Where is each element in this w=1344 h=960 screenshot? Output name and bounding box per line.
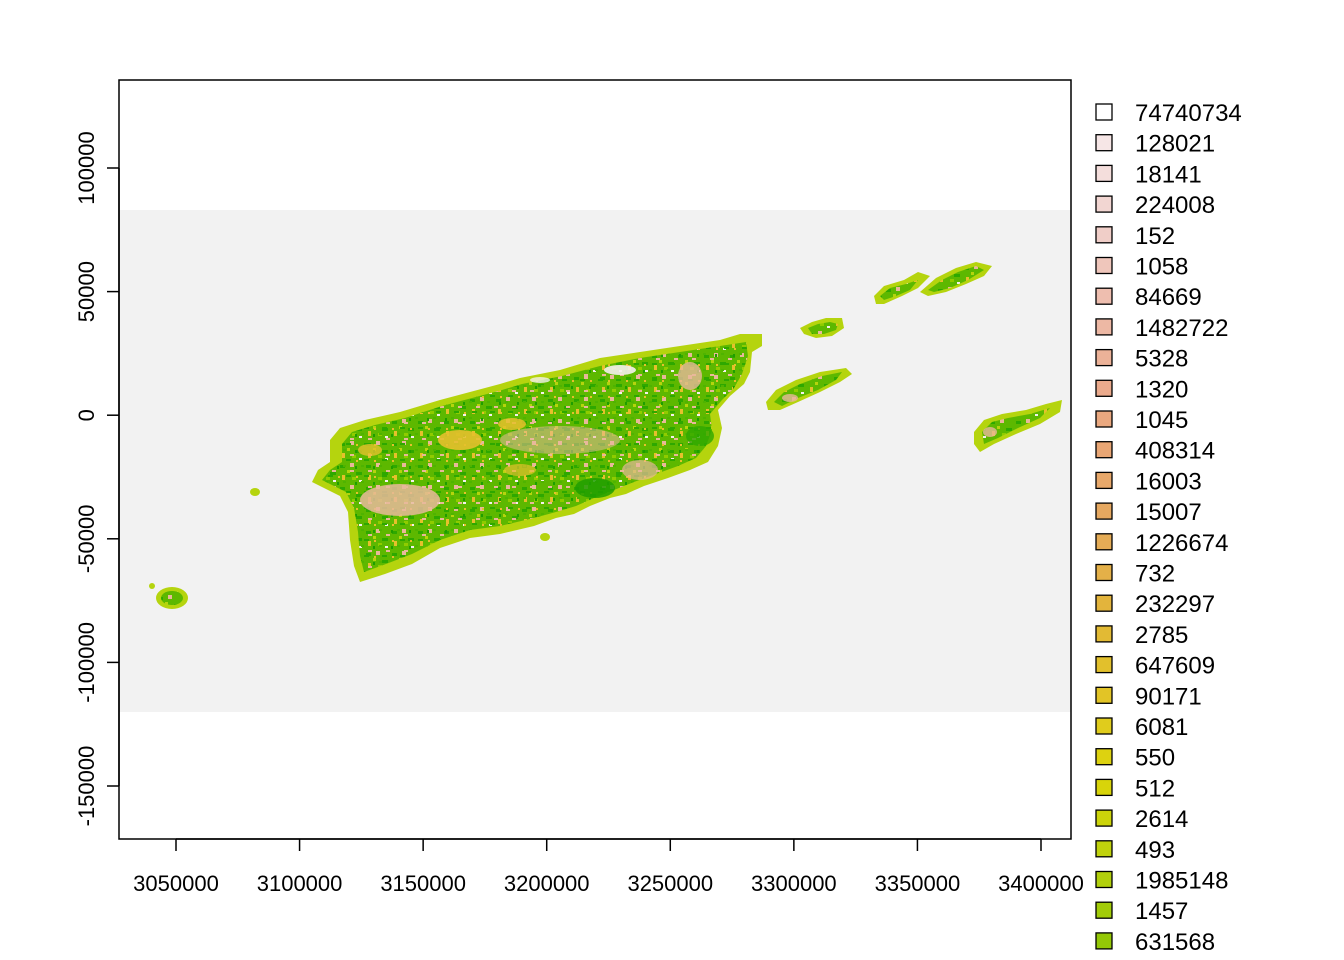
- legend-label: 232297: [1135, 591, 1215, 618]
- legend-label: 1320: [1135, 376, 1188, 403]
- legend-label: 647609: [1135, 653, 1215, 680]
- legend-swatch: [1095, 901, 1113, 919]
- x-tick-label: 3350000: [875, 871, 961, 896]
- x-tick-label: 3400000: [998, 871, 1084, 896]
- legend-label: 1457: [1135, 898, 1188, 925]
- vieques-island: [766, 368, 852, 410]
- legend-label: 1226674: [1135, 530, 1228, 557]
- legend-swatch: [1095, 164, 1113, 183]
- legend-swatch: [1095, 625, 1113, 643]
- x-axis: 3050000 3100000 3150000 3200000 3250000 33000…: [133, 838, 1084, 896]
- legend-label: 512: [1135, 775, 1175, 802]
- desecheo-island: [250, 488, 260, 496]
- legend-label: 550: [1135, 745, 1175, 772]
- legend-label: 1985148: [1135, 868, 1228, 895]
- legend-swatch: [1095, 932, 1113, 950]
- st-croix-island: [974, 400, 1062, 452]
- legend-swatch: [1095, 870, 1113, 889]
- st-john-island: [920, 262, 992, 296]
- y-tick-label: -100000: [74, 622, 99, 703]
- legend-swatch: [1095, 471, 1113, 490]
- st-thomas-island: [874, 272, 930, 304]
- legend-label: 408314: [1135, 438, 1215, 465]
- legend-label: 84669: [1135, 284, 1202, 311]
- legend-swatch: [1095, 379, 1113, 397]
- legend-label: 6081: [1135, 714, 1188, 741]
- legend-swatch: [1095, 563, 1113, 582]
- legend-swatch: [1095, 686, 1113, 704]
- legend-label: 631568: [1135, 929, 1215, 956]
- legend-swatch: [1095, 134, 1113, 152]
- legend-swatch: [1095, 103, 1113, 121]
- legend-swatch: [1095, 410, 1113, 428]
- legend-label: 152: [1135, 223, 1175, 250]
- legend-label: 5328: [1135, 346, 1188, 373]
- caja-de-muertos-island: [540, 533, 550, 541]
- legend-swatch: [1095, 441, 1113, 459]
- main-island: [312, 334, 762, 582]
- legend-label: 732: [1135, 561, 1175, 588]
- legend-label: 74740734: [1135, 100, 1242, 127]
- legend-label: 90171: [1135, 683, 1202, 710]
- legend-swatch: [1095, 533, 1113, 551]
- x-tick-label: 3200000: [504, 871, 590, 896]
- legend-swatch: [1095, 348, 1113, 367]
- x-tick-label: 3250000: [627, 871, 713, 896]
- mona-island: [149, 583, 188, 609]
- legend-label: 15007: [1135, 499, 1202, 526]
- y-tick-label: -50000: [74, 505, 99, 574]
- legend-label: 493: [1135, 837, 1175, 864]
- legend-label: 1058: [1135, 254, 1188, 281]
- legend-swatch: [1095, 809, 1113, 827]
- x-tick-label: 3150000: [380, 871, 466, 896]
- legend-swatch: [1095, 226, 1113, 244]
- culebra-island: [800, 318, 844, 338]
- legend-swatch: [1095, 287, 1113, 305]
- y-tick-label: 0: [74, 409, 99, 421]
- legend-swatch: [1095, 748, 1113, 766]
- legend-swatch: [1095, 594, 1113, 612]
- y-tick-label: -150000: [74, 746, 99, 827]
- x-tick-label: 3050000: [133, 871, 219, 896]
- y-tick-label: 100000: [74, 131, 99, 204]
- legend-swatch: [1095, 840, 1113, 858]
- x-tick-label: 3300000: [751, 871, 837, 896]
- legend-label: 18141: [1135, 161, 1202, 188]
- legend-label: 16003: [1135, 468, 1202, 495]
- x-tick-label: 3100000: [257, 871, 343, 896]
- legend-label: 1482722: [1135, 315, 1228, 342]
- legend-label: 224008: [1135, 192, 1215, 219]
- legend-swatch: [1095, 717, 1113, 735]
- legend-label: 128021: [1135, 131, 1215, 158]
- legend-swatch: [1095, 502, 1113, 520]
- legend-label: 2785: [1135, 622, 1188, 649]
- y-tick-label: 50000: [74, 261, 99, 322]
- legend-swatch: [1095, 195, 1113, 213]
- legend-swatch: [1095, 655, 1113, 674]
- legend-label: 2614: [1135, 806, 1188, 833]
- legend-swatch: [1095, 778, 1113, 797]
- legend-swatch: [1095, 318, 1113, 336]
- legend-swatch: [1095, 256, 1113, 275]
- legend-label: 1045: [1135, 407, 1188, 434]
- y-axis: -150000 -100000 -50000 0 50000 100000: [74, 131, 120, 827]
- legend: 74740734 128021 18141 224008 152 1058 84669 148…: [1095, 100, 1242, 956]
